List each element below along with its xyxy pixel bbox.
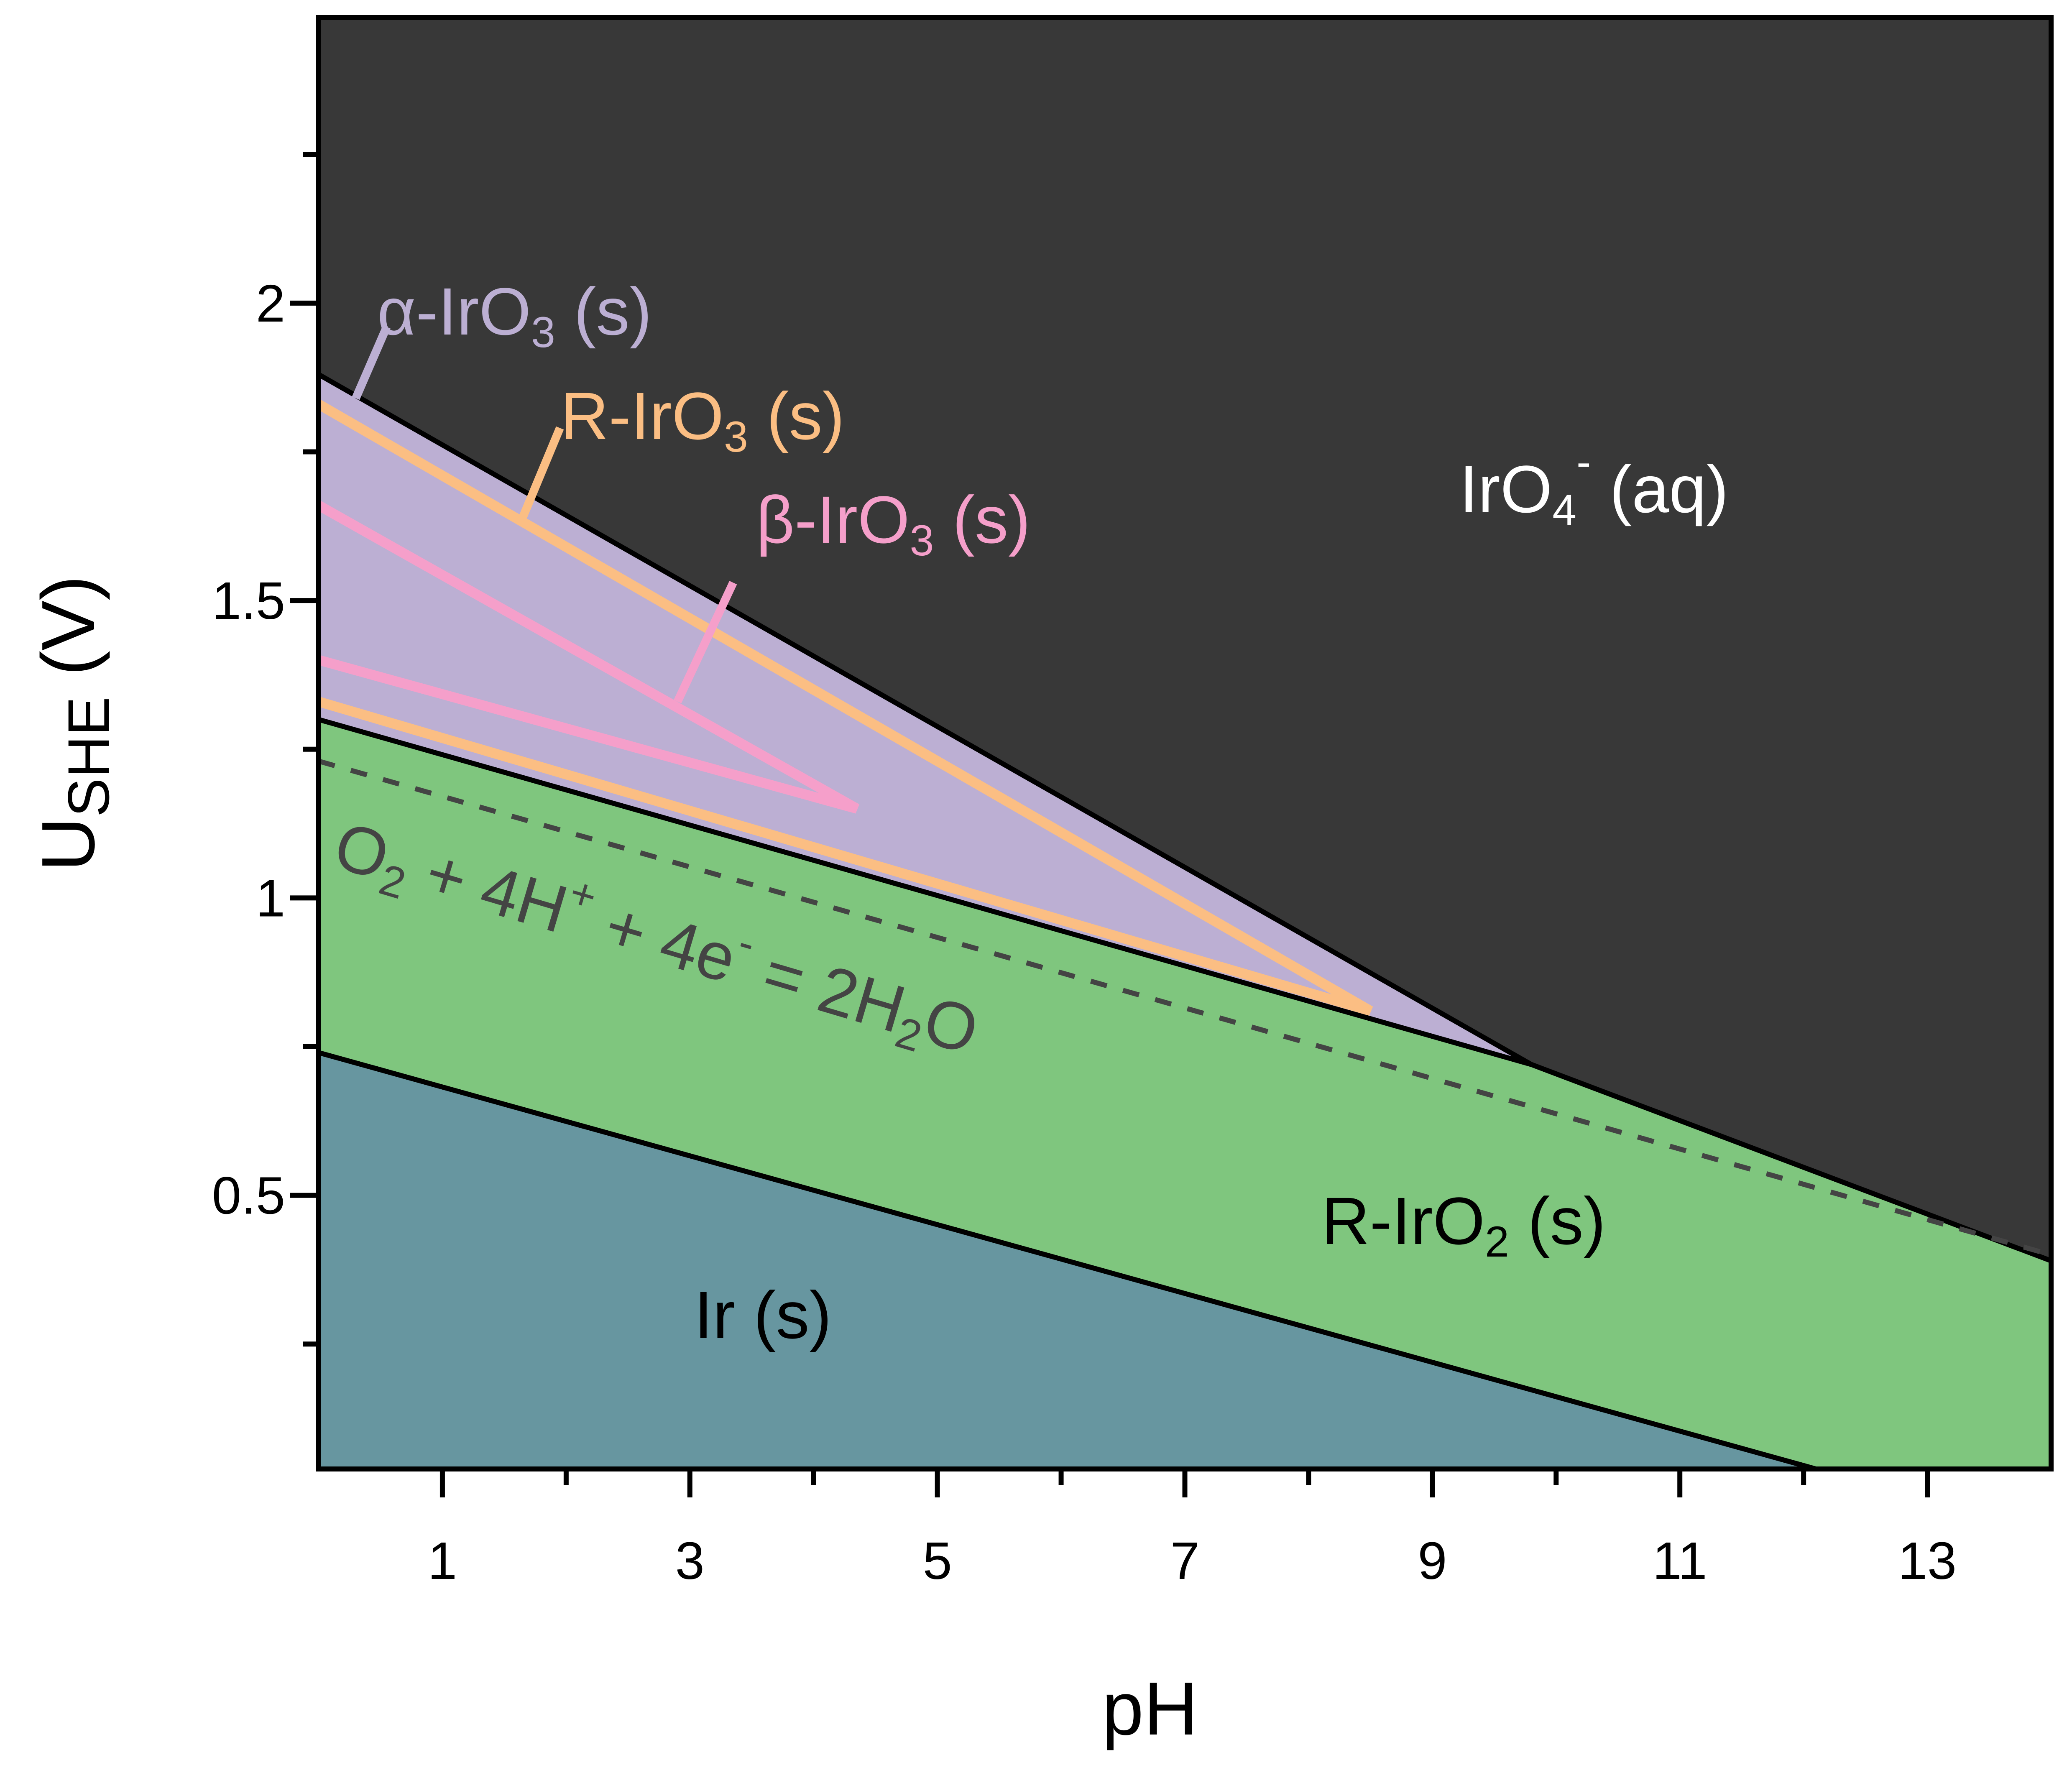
x-tick-label: 5 [923, 1531, 952, 1590]
plot-frame [316, 15, 2054, 1471]
y-tick-label: 1.5 [212, 571, 285, 630]
x-tick-label: 3 [675, 1531, 705, 1590]
x-tick-label: 1 [428, 1531, 457, 1590]
y-tick-label: 0.5 [212, 1166, 285, 1225]
x-tick-label: 11 [1653, 1531, 1707, 1590]
beta-iro3-boundary [316, 501, 860, 814]
r-iro3-label: R-IrO3 (s) [560, 378, 845, 461]
alpha-iro3-leader [352, 325, 391, 400]
r-iro2-label: R-IrO2 (s) [1321, 1183, 1606, 1266]
iro4-aq-label: IrO4- (aq) [1459, 438, 1729, 534]
y-tick-label: 1 [256, 869, 285, 927]
y-tick-label: 2 [256, 274, 285, 333]
x-tick-label: 9 [1418, 1531, 1447, 1590]
r-iro3-boundary [316, 400, 1373, 1016]
r-iro2-region [319, 719, 2051, 1469]
x-axis-title: pH [1102, 1667, 1198, 1751]
x-tick-label: 13 [1898, 1531, 1957, 1590]
ir-solid-label: Ir (s) [694, 1277, 832, 1352]
beta-iro3-leader [674, 581, 737, 704]
beta-iro3-label: β-IrO3 (s) [756, 482, 1030, 565]
alpha-iro3-label: α-IrO3 (s) [377, 274, 652, 357]
y-axis-title: USHE (V) [26, 575, 121, 871]
iro2-iro3-boundary [318, 717, 1532, 1067]
y-axis: 0.5 1 1.5 2 [212, 152, 319, 1347]
x-tick-label: 7 [1170, 1531, 1199, 1590]
plot-area: IrO4- (aq) α-IrO3 (s) R-IrO3 (s) β-IrO3 … [316, 18, 2052, 1471]
ir-iro2-boundary [318, 1050, 1817, 1471]
iro3-iro4-boundary [317, 372, 1533, 1067]
x-axis: 1 3 5 7 9 11 13 [428, 1469, 1957, 1590]
r-iro3-leader [519, 426, 564, 519]
